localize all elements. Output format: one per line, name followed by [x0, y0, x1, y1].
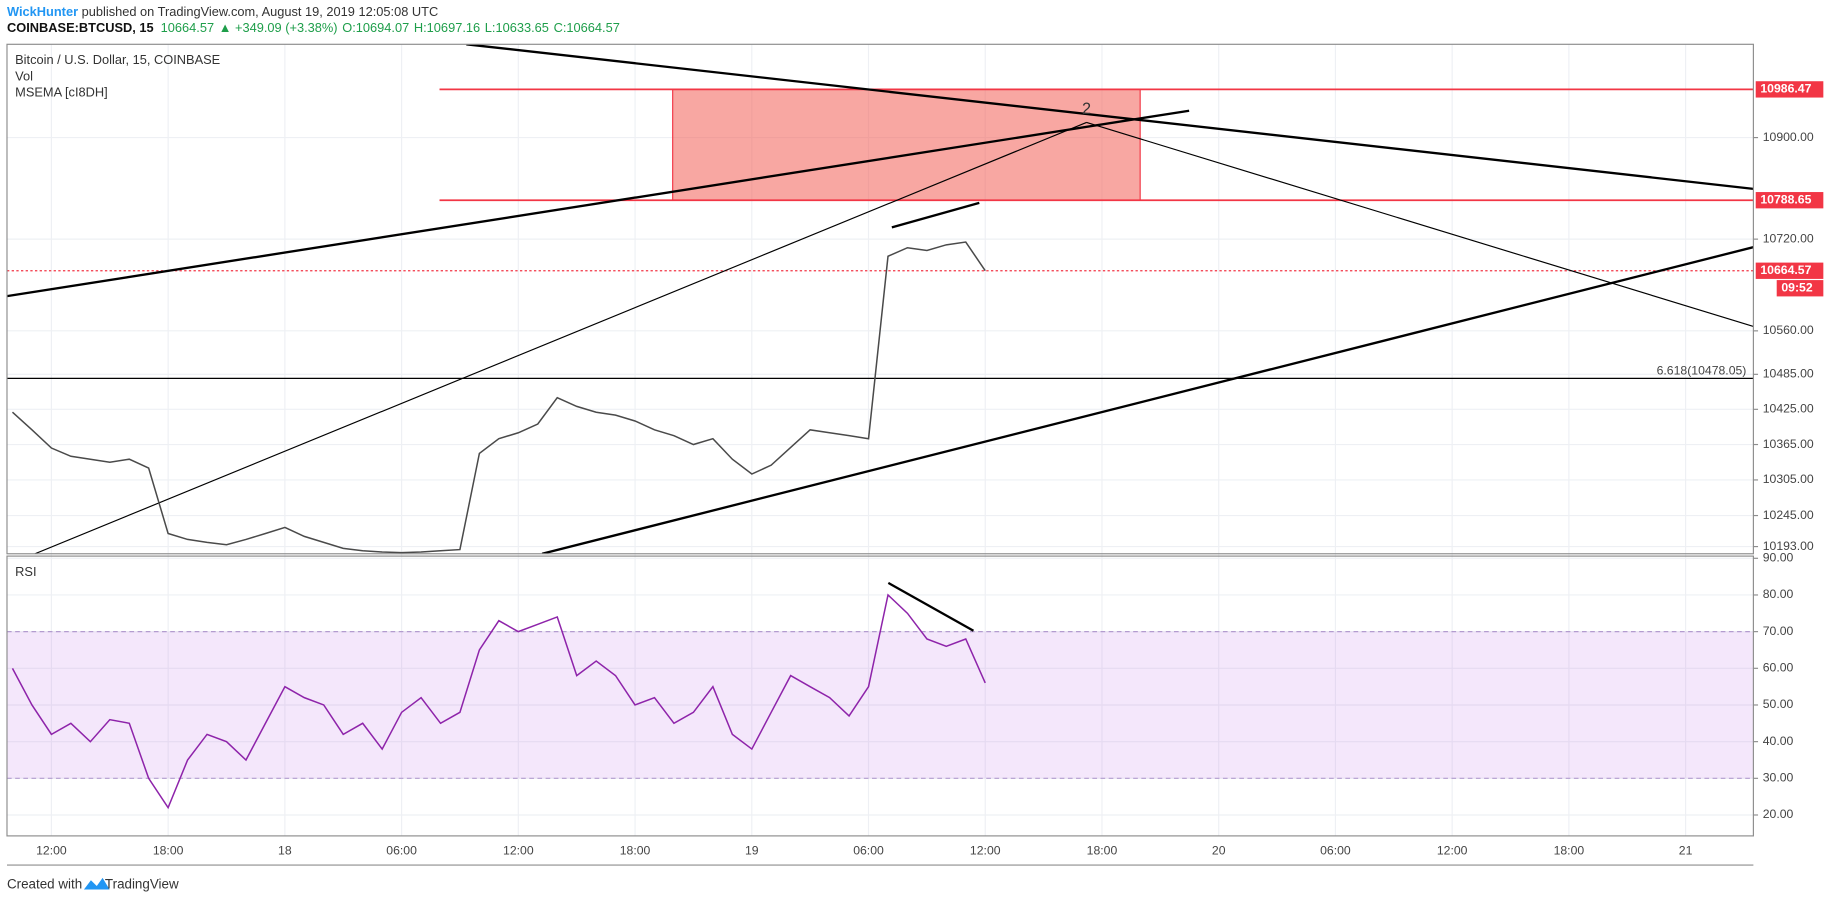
trendlines: [6, 44, 1754, 554]
x-tick-label: 18:00: [1554, 843, 1585, 857]
price-label: 10664.57: [1760, 263, 1811, 277]
trendline: [1086, 121, 1754, 327]
pane-title: Bitcoin / U.S. Dollar, 15, COINBASE: [15, 52, 220, 67]
rsi-title: RSI: [15, 564, 36, 579]
series-layer: [11, 241, 986, 810]
x-tick-label: 12:00: [36, 843, 67, 857]
y-tick-label: 10245.00: [1763, 508, 1814, 522]
trendline: [541, 246, 1754, 554]
price-label-box: [1755, 81, 1824, 98]
y-tick-label: 70.00: [1763, 624, 1794, 638]
y-tick-label: 10365.00: [1763, 437, 1814, 451]
y-tick-label: 90.00: [1763, 551, 1794, 565]
open: O:10694.07: [342, 21, 409, 36]
x-tick-label: 12:00: [1437, 843, 1468, 857]
close: C:10664.57: [554, 21, 620, 36]
header-line-2: COINBASE:BTCUSD, 15 10664.57 ▲ +349.09 (+3…: [7, 21, 620, 36]
countdown-label: 09:52: [1781, 280, 1812, 294]
trendline: [891, 201, 980, 229]
zone-layer: [6, 88, 1754, 379]
series-line: [11, 593, 986, 810]
y-tick-label: 10305.00: [1763, 472, 1814, 486]
footer-brand[interactable]: TradingView: [105, 876, 179, 891]
x-tick-label: 18:00: [1087, 843, 1118, 857]
x-tick-label: 18:00: [153, 843, 184, 857]
x-tick-label: 06:00: [386, 843, 417, 857]
grid-layer: [6, 44, 1754, 836]
price-pane-frame: [6, 43, 1754, 555]
y-tick-label: 40.00: [1763, 734, 1794, 748]
label-layer: 12:00 18:00 18 06:00 12:00 18:00 19 06:00 12:00 1…: [36, 81, 1824, 857]
price-label-box: [1755, 192, 1824, 209]
indicator-label: MSEMA [cI8DH]: [15, 85, 108, 100]
x-tick-label: 12:00: [503, 843, 534, 857]
supply-zone: [672, 88, 1141, 201]
author: WickHunter: [7, 4, 78, 19]
y-tick-label: 20.00: [1763, 807, 1794, 821]
series-line: [11, 241, 986, 554]
y-tick-label: 10485.00: [1763, 367, 1814, 381]
last: 10664.57: [161, 21, 214, 36]
y-tick-label: 60.00: [1763, 661, 1794, 675]
x-tick-label: 06:00: [1320, 843, 1351, 857]
countdown-box: [1776, 280, 1824, 297]
price-label-box: [1755, 262, 1824, 279]
tradingview-logo: [83, 877, 110, 890]
rsi-band: [6, 631, 1754, 779]
trendline: [887, 581, 975, 632]
x-tick-label: 18:00: [620, 843, 651, 857]
trendline: [466, 44, 1754, 191]
y-tick-label: 10193.00: [1763, 539, 1814, 553]
price-label: 10986.47: [1760, 82, 1811, 96]
change: ▲ +349.09 (+3.38%): [219, 21, 338, 36]
band-layer: [6, 631, 1754, 779]
y-tick-label: 80.00: [1763, 587, 1794, 601]
x-tick-label: 18: [278, 843, 292, 857]
rsi-trendline: [887, 581, 975, 632]
x-tick-label: 21: [1679, 843, 1693, 857]
y-tick-label: 30.00: [1763, 771, 1794, 785]
x-tick-label: 12:00: [970, 843, 1001, 857]
indicator-label: Vol: [15, 68, 33, 83]
y-tick-label: 50.00: [1763, 697, 1794, 711]
footer-created: Created with: [7, 876, 82, 891]
annotation: 2: [1082, 100, 1091, 118]
trendline: [34, 121, 1087, 554]
price-label: 10788.65: [1760, 192, 1811, 206]
y-tick-label: 10900.00: [1763, 130, 1814, 144]
header-line-1: WickHunter published on TradingView.com,…: [7, 4, 438, 19]
fib-label: 6.618(10478.05): [1657, 364, 1747, 378]
x-tick-label: 20: [1212, 843, 1226, 857]
published: published on TradingView.com, August 19,…: [78, 4, 438, 19]
low: L:10633.65: [485, 21, 549, 36]
rsi-pane-frame: [6, 555, 1754, 837]
x-tick-label: 19: [745, 843, 759, 857]
x-tick-label: 06:00: [853, 843, 884, 857]
y-tick-label: 10425.00: [1763, 402, 1814, 416]
symbol: COINBASE:BTCUSD, 15: [7, 21, 154, 36]
y-tick-label: 10560.00: [1763, 323, 1814, 337]
high: H:10697.16: [414, 21, 480, 36]
trendline: [6, 109, 1190, 298]
y-tick-label: 10720.00: [1763, 231, 1814, 245]
